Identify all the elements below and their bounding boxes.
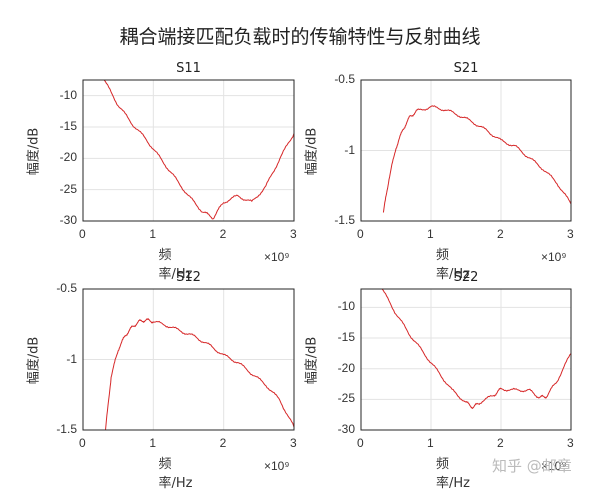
x-tick-label: 2 [219,227,227,241]
y-tick-label: -0.5 [56,281,77,295]
x-tick-label: 1 [149,227,157,241]
x-tick-label: 0 [357,227,364,241]
y-tick-label: -25 [59,181,77,196]
y-tick-label: -0.5 [334,72,355,86]
y-tick-label: -1 [344,142,355,157]
y-tick-label: -30 [59,213,77,227]
x-tick-label: 1 [427,227,434,241]
y-tick-label: -1.5 [334,213,355,227]
x-tick-label: 3 [290,227,297,241]
x-tick-label: 1 [149,436,157,450]
y-tick-label: -10 [59,87,77,102]
x-tick-label: 3 [567,227,574,241]
data-line [105,317,295,431]
subplot-title: S21 [453,61,479,76]
data-line [103,79,295,220]
y-tick-label: -1.5 [56,422,77,436]
x-axis-exponent: ×10⁹ [264,250,290,264]
axes-frame [82,288,295,431]
watermark: 知乎 @邮章 [492,457,572,475]
subplot-title: S22 [453,270,479,285]
figure-title: 耦合端接匹配负载时的传输特性与反射曲线 [119,26,481,48]
x-tick-label: 3 [290,436,297,450]
y-tick-label: -1 [66,351,77,366]
y-tick-label: -20 [59,150,77,165]
x-tick-label: 0 [79,227,86,241]
subplot-title: S11 [176,61,201,76]
x-tick-label: 2 [497,227,504,241]
y-axis-label: 幅度/dB [304,336,320,384]
y-tick-label: -30 [337,422,355,436]
x-tick-label: 0 [79,436,86,450]
x-axis-label: 频率/Hz [436,248,470,282]
x-axis-exponent: ×10⁹ [264,459,290,473]
axes-frame [82,79,295,222]
y-tick-label: -15 [59,119,77,133]
x-tick-label: 2 [497,436,504,450]
y-tick-label: -15 [337,330,355,345]
x-axis-exponent: ×10⁹ [541,250,567,264]
y-tick-label: -25 [337,391,355,406]
data-line [381,288,572,410]
x-tick-label: 0 [357,436,364,450]
x-tick-label: 3 [567,436,574,450]
x-axis-exponent: ×10⁹ [541,459,567,473]
axes-frame [360,79,572,222]
axes-frame [360,288,572,431]
x-tick-label: 1 [427,436,434,450]
x-axis-label: 频率/Hz [436,457,470,491]
x-axis-label: 频率/Hz [158,457,193,491]
x-tick-label: 2 [219,436,227,450]
x-axis-label: 频率/Hz [158,248,193,282]
data-line [382,105,572,213]
y-tick-label: -10 [337,299,355,314]
y-tick-label: -20 [337,360,355,375]
subplot-title: S12 [176,270,201,285]
